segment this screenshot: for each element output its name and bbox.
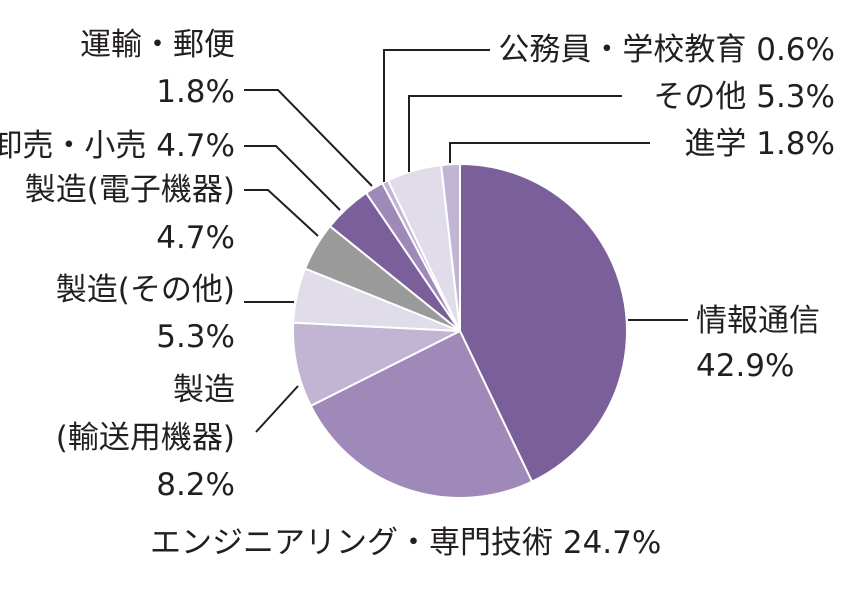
label-denshi-pct: 4.7% (156, 220, 235, 256)
label-yusoyo-line1: 製造 (173, 372, 235, 408)
leader-line-unyu (244, 89, 373, 187)
label-komuin: 公務員・学校教育 0.6% (498, 32, 835, 68)
leader-line-oroshi (244, 145, 341, 211)
label-sonota: その他 5.3% (653, 79, 835, 115)
label-seizo-sonota-pct: 5.3% (156, 319, 235, 355)
pie-slice-1 (309, 330, 534, 499)
leader-line-komuin (383, 49, 490, 182)
slice-labels: 情報通信 42.9% エンジニアリング・専門技術 24.7% 製造 (輸送用機器… (0, 27, 835, 561)
label-seizo-sonota-name: 製造(その他) (56, 272, 235, 308)
pie-slice-9 (440, 163, 461, 332)
label-denshi-name: 製造(電子機器) (25, 172, 235, 208)
label-yusoyo-line2: (輸送用機器) (56, 420, 235, 456)
pie-slices (292, 163, 628, 499)
leader-line-denshi (244, 189, 319, 237)
label-johotsushin-name: 情報通信 (696, 303, 820, 339)
pie-slice-0 (459, 163, 628, 483)
label-shingaku: 進学 1.8% (684, 126, 835, 162)
label-johotsushin-pct: 42.9% (696, 348, 794, 384)
label-unyu-pct: 1.8% (156, 74, 235, 110)
leader-line-shingaku (449, 142, 650, 163)
label-oroshi: 卸売・小売 4.7% (0, 128, 235, 164)
leader-line-yusoyo (255, 385, 299, 433)
label-engineering: エンジニアリング・専門技術 24.7% (150, 525, 661, 561)
label-unyu-name: 運輸・郵便 (80, 27, 235, 63)
leader-line-sonota (408, 95, 622, 172)
label-yusoyo-pct: 8.2% (156, 467, 235, 503)
leader-lines (244, 49, 688, 433)
